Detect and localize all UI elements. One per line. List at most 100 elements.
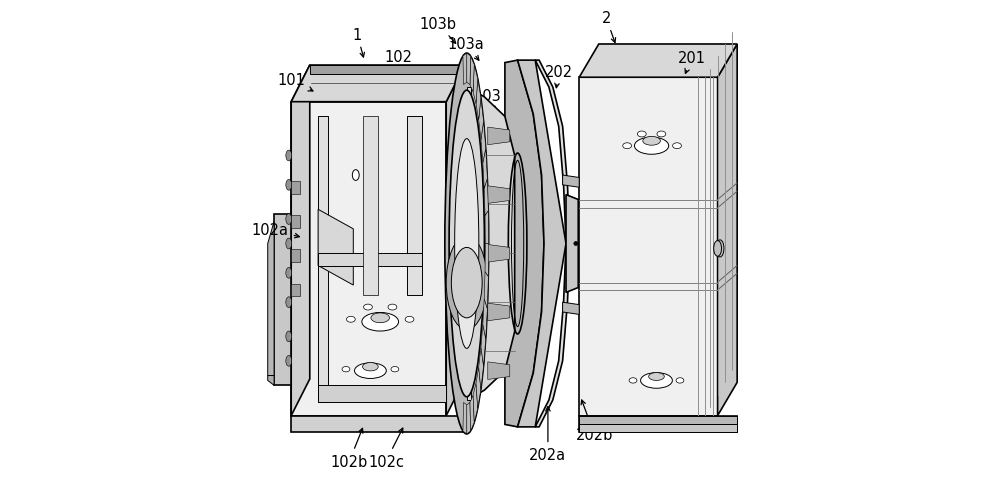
Polygon shape — [318, 210, 353, 285]
Polygon shape — [407, 117, 422, 295]
Polygon shape — [485, 244, 489, 277]
Polygon shape — [467, 403, 471, 434]
Polygon shape — [566, 195, 578, 293]
Polygon shape — [476, 80, 481, 121]
Polygon shape — [463, 54, 467, 85]
Ellipse shape — [629, 378, 637, 384]
Polygon shape — [268, 222, 274, 376]
Polygon shape — [485, 211, 489, 244]
Polygon shape — [291, 416, 465, 432]
Polygon shape — [579, 416, 737, 425]
Polygon shape — [488, 128, 510, 145]
Ellipse shape — [388, 305, 397, 310]
Ellipse shape — [362, 313, 399, 331]
Text: 103b: 103b — [419, 17, 456, 44]
Polygon shape — [268, 376, 274, 386]
Polygon shape — [470, 57, 474, 93]
Polygon shape — [484, 272, 488, 309]
Polygon shape — [481, 122, 486, 163]
Polygon shape — [291, 102, 446, 416]
Ellipse shape — [574, 242, 578, 246]
Polygon shape — [563, 176, 579, 188]
Ellipse shape — [286, 297, 292, 308]
Ellipse shape — [676, 378, 684, 384]
Polygon shape — [446, 66, 465, 416]
Ellipse shape — [714, 241, 722, 257]
Ellipse shape — [391, 367, 399, 372]
Polygon shape — [483, 299, 487, 339]
Ellipse shape — [623, 143, 632, 149]
Polygon shape — [291, 182, 300, 194]
Ellipse shape — [641, 373, 672, 388]
Polygon shape — [473, 65, 478, 104]
Polygon shape — [318, 117, 328, 403]
Ellipse shape — [286, 214, 292, 225]
Ellipse shape — [346, 317, 355, 323]
Ellipse shape — [355, 363, 386, 379]
Polygon shape — [274, 215, 291, 386]
Text: 102c: 102c — [368, 428, 404, 468]
Ellipse shape — [405, 317, 414, 323]
Ellipse shape — [363, 363, 378, 371]
Text: 103a: 103a — [448, 38, 485, 61]
Ellipse shape — [449, 91, 484, 397]
Text: 202a: 202a — [529, 407, 566, 462]
Ellipse shape — [371, 313, 389, 323]
Polygon shape — [505, 61, 544, 427]
Ellipse shape — [286, 151, 292, 162]
Ellipse shape — [364, 305, 372, 310]
Polygon shape — [291, 216, 300, 228]
Ellipse shape — [286, 180, 292, 191]
Polygon shape — [291, 66, 310, 416]
Ellipse shape — [446, 236, 487, 330]
Text: 2: 2 — [601, 11, 616, 43]
Text: 102a: 102a — [252, 223, 299, 238]
Ellipse shape — [643, 137, 660, 146]
Polygon shape — [488, 304, 510, 321]
Polygon shape — [291, 284, 300, 297]
Polygon shape — [463, 403, 467, 434]
Polygon shape — [481, 325, 486, 366]
Text: 201: 201 — [678, 51, 706, 74]
Text: 202b: 202b — [576, 400, 613, 442]
Polygon shape — [476, 367, 481, 408]
Polygon shape — [318, 254, 422, 266]
Polygon shape — [470, 395, 474, 431]
Polygon shape — [310, 66, 465, 75]
Polygon shape — [488, 186, 510, 204]
Ellipse shape — [286, 331, 292, 342]
Ellipse shape — [637, 132, 646, 138]
Polygon shape — [467, 88, 515, 400]
Text: 1: 1 — [353, 28, 364, 58]
Ellipse shape — [286, 239, 292, 249]
Polygon shape — [579, 416, 737, 432]
Polygon shape — [718, 45, 737, 416]
Ellipse shape — [649, 373, 664, 381]
Ellipse shape — [286, 268, 292, 279]
Polygon shape — [318, 386, 446, 403]
Polygon shape — [483, 149, 487, 189]
Ellipse shape — [445, 54, 489, 434]
Polygon shape — [479, 99, 484, 141]
Ellipse shape — [455, 140, 479, 348]
Ellipse shape — [634, 138, 669, 155]
Text: 101: 101 — [277, 73, 313, 92]
Polygon shape — [467, 88, 471, 400]
Ellipse shape — [451, 248, 482, 318]
Text: 102: 102 — [385, 50, 413, 75]
Polygon shape — [535, 61, 570, 427]
Text: 103: 103 — [474, 89, 502, 112]
Polygon shape — [291, 250, 300, 263]
Polygon shape — [479, 347, 484, 389]
Ellipse shape — [342, 367, 350, 372]
Polygon shape — [488, 362, 510, 380]
Polygon shape — [484, 179, 488, 216]
Ellipse shape — [286, 356, 292, 366]
Polygon shape — [473, 384, 478, 423]
Ellipse shape — [657, 132, 666, 138]
Ellipse shape — [352, 170, 359, 181]
Ellipse shape — [716, 241, 724, 258]
Ellipse shape — [673, 143, 681, 149]
Polygon shape — [579, 78, 718, 416]
Polygon shape — [488, 245, 510, 263]
